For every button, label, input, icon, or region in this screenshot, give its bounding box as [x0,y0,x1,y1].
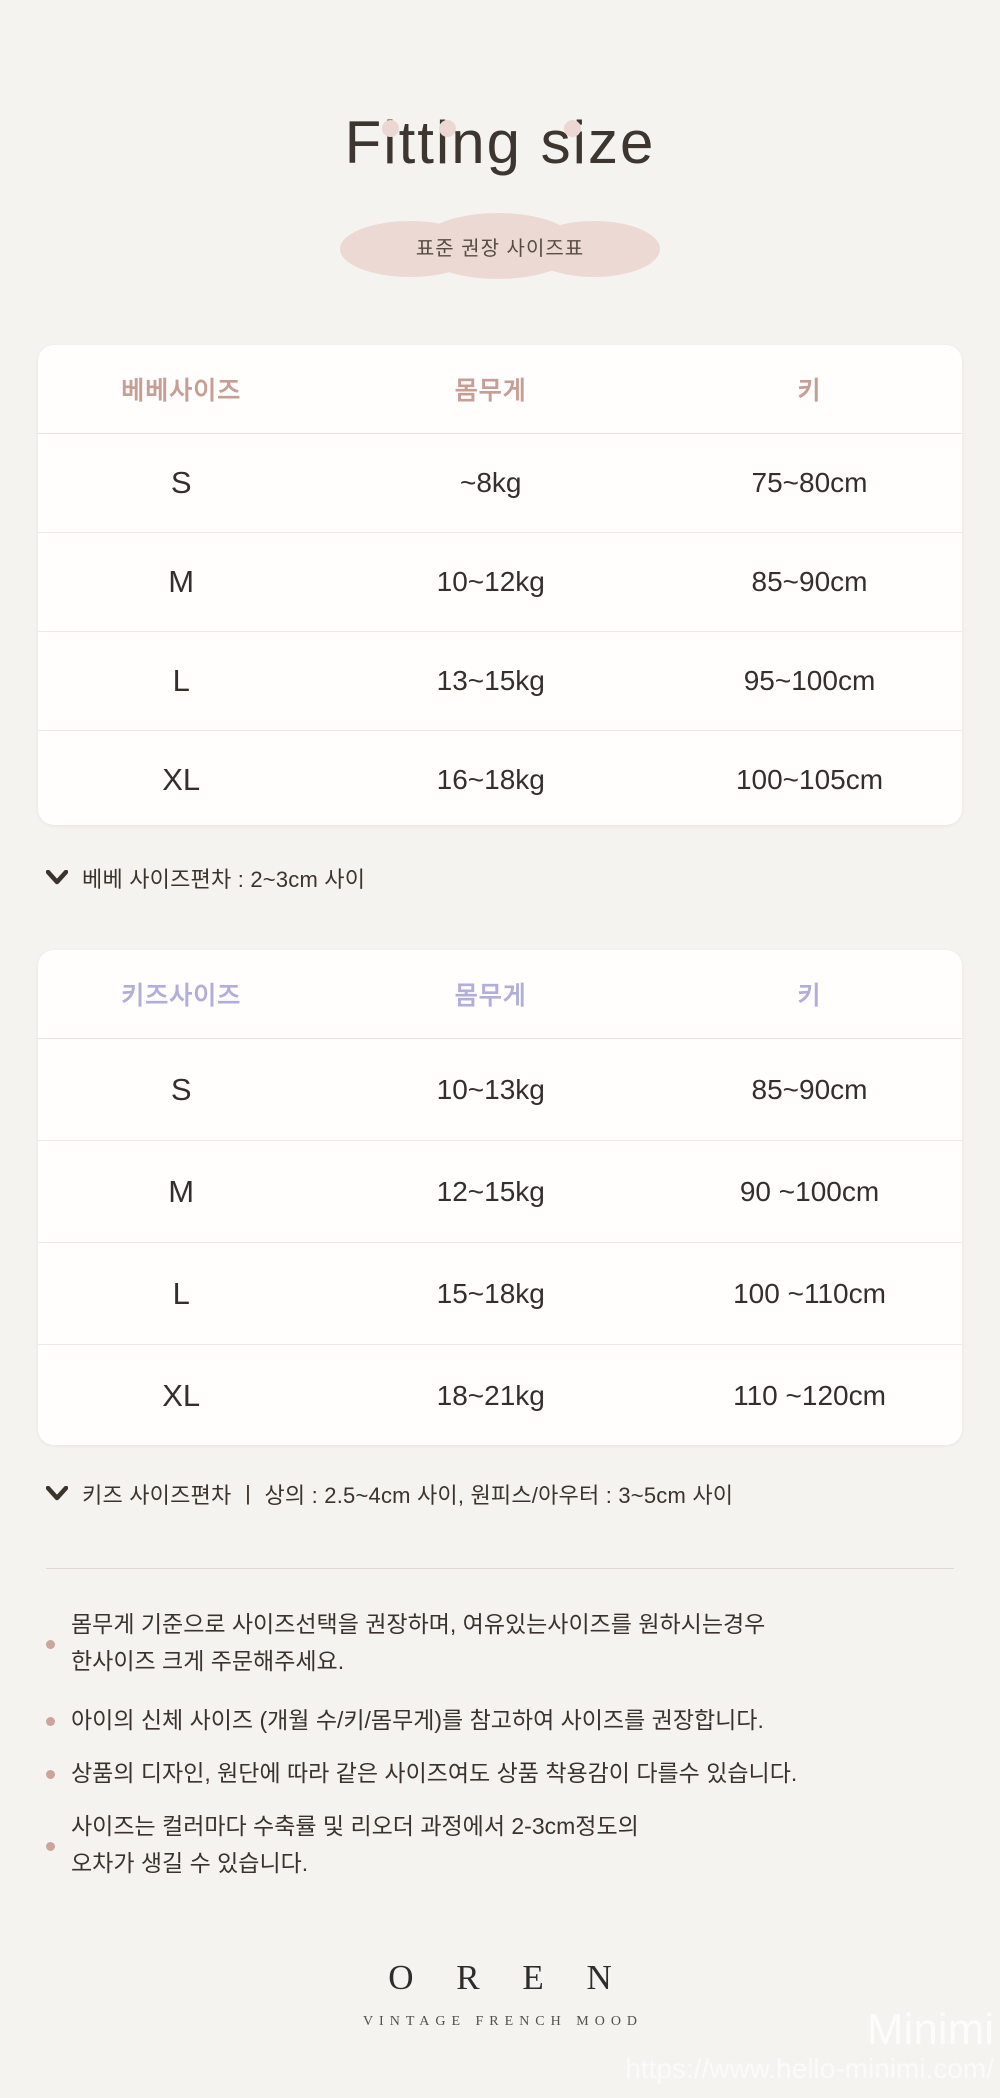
table-row: S 10~13kg 85~90cm [38,1039,962,1141]
notice-text: 아이의 신체 사이즈 (개월 수/키/몸무게)를 참고하여 사이즈를 권장합니다… [71,1707,764,1733]
size-cell: L [172,663,190,698]
size-cell: XL [162,1377,201,1413]
table-row: XL 18~21kg 110 ~120cm [38,1345,962,1445]
height-cell: 100~105cm [735,764,884,795]
bullet-dot-icon [46,1717,55,1726]
chevron-down-icon [46,870,68,885]
weight-cell: 12~15kg [436,1175,545,1207]
list-item: 상품의 디자인, 원단에 따라 같은 사이즈여도 상품 착용감이 다를수 있습니… [46,1755,966,1792]
title-accent-dot-icon [382,120,399,137]
bebe-size-note: 베베 사이즈편차 : 2~3cm 사이 [46,862,365,894]
size-cell: L [172,1275,190,1311]
kids-size-note-text: 키즈 사이즈편차 ㅣ 상의 : 2.5~4cm 사이, 원피스/아우터 : 3~… [82,1483,734,1508]
table-row: S ~8kg 75~80cm [38,434,962,533]
weight-cell: 10~13kg [436,1073,545,1105]
list-item: 몸무게 기준으로 사이즈선택을 권장하며, 여유있는사이즈를 원하시는경우 한사… [46,1606,966,1680]
weight-cell: 18~21kg [436,1379,545,1411]
size-cell: S [170,465,192,500]
size-cell: XL [162,762,201,797]
title-accent-dot-icon [439,120,456,137]
chevron-down-icon [46,1486,68,1501]
bebe-size-note-text: 베베 사이즈편차 : 2~3cm 사이 [82,867,366,892]
notice-text: 몸무게 기준으로 사이즈선택을 권장하며, 여유있는사이즈를 원하시는경우 한사… [71,1611,766,1674]
weight-cell: 15~18kg [436,1277,545,1309]
table-header-row: 베베사이즈 몸무게 키 [38,345,962,434]
bullet-dot-icon [46,1639,55,1649]
kids-size-table: 키즈사이즈 몸무게 키 S 10~13kg 85~90cm M 12~15kg … [38,950,962,1445]
column-header-height: 키 [797,982,822,1010]
height-cell: 85~90cm [751,566,868,597]
column-header-height: 키 [797,377,822,405]
brand-footer: O R E N VINTAGE FRENCH MOOD [0,1958,1000,2030]
list-item: 아이의 신체 사이즈 (개월 수/키/몸무게)를 참고하여 사이즈를 권장합니다… [46,1702,966,1739]
list-item: 사이즈는 컬러마다 수축률 및 리오더 과정에서 2-3cm정도의 오차가 생길… [46,1808,966,1882]
notice-text: 사이즈는 컬러마다 수축률 및 리오더 과정에서 2-3cm정도의 오차가 생길… [71,1813,639,1876]
weight-cell: 10~12kg [436,566,545,597]
column-header-kids-size: 키즈사이즈 [121,982,242,1010]
table-row: M 12~15kg 90 ~100cm [38,1141,962,1243]
size-cell: S [170,1071,192,1107]
table-header-row: 키즈사이즈 몸무게 키 [38,950,962,1039]
cloud-blob-icon [528,221,660,277]
size-cell: M [168,564,195,599]
table-row: M 10~12kg 85~90cm [38,533,962,632]
table-row: L 15~18kg 100 ~110cm [38,1243,962,1345]
brand-tagline: VINTAGE FRENCH MOOD [362,2014,644,2029]
brand-logo: O R E N [388,1958,629,1997]
kids-size-note: 키즈 사이즈편차 ㅣ 상의 : 2.5~4cm 사이, 원피스/아우터 : 3~… [46,1478,733,1510]
subtitle-badge: 표준 권장 사이즈표 [340,213,660,279]
subtitle-badge-label: 표준 권장 사이즈표 [415,237,585,260]
height-cell: 100 ~110cm [733,1277,886,1309]
column-header-weight: 몸무게 [454,377,527,405]
watermark-url: https://www.hello-minimi.com/ [625,2053,994,2085]
bebe-size-table: 베베사이즈 몸무게 키 S ~8kg 75~80cm M 10~12kg 85~… [38,345,962,825]
size-cell: M [168,1173,195,1209]
bullet-dot-icon [46,1770,55,1779]
height-cell: 95~100cm [743,665,876,696]
height-cell: 85~90cm [751,1073,868,1105]
notice-list: 몸무게 기준으로 사이즈선택을 권장하며, 여유있는사이즈를 원하시는경우 한사… [46,1606,966,1882]
height-cell: 110 ~120cm [733,1379,886,1411]
table-row: XL 16~18kg 100~105cm [38,731,962,825]
bullet-dot-icon [46,1841,55,1851]
section-divider [46,1568,954,1569]
height-cell: 75~80cm [751,467,868,498]
weight-cell: 13~15kg [436,665,545,696]
weight-cell: 16~18kg [436,764,545,795]
title-accent-dot-icon [564,120,581,137]
height-cell: 90 ~100cm [739,1175,880,1207]
notice-text: 상품의 디자인, 원단에 따라 같은 사이즈여도 상품 착용감이 다를수 있습니… [71,1760,798,1786]
weight-cell: ~8kg [460,467,522,498]
page-title: Fitting size [344,109,656,176]
column-header-weight: 몸무게 [454,982,527,1010]
column-header-bebe-size: 베베사이즈 [121,377,242,405]
table-row: L 13~15kg 95~100cm [38,632,962,731]
